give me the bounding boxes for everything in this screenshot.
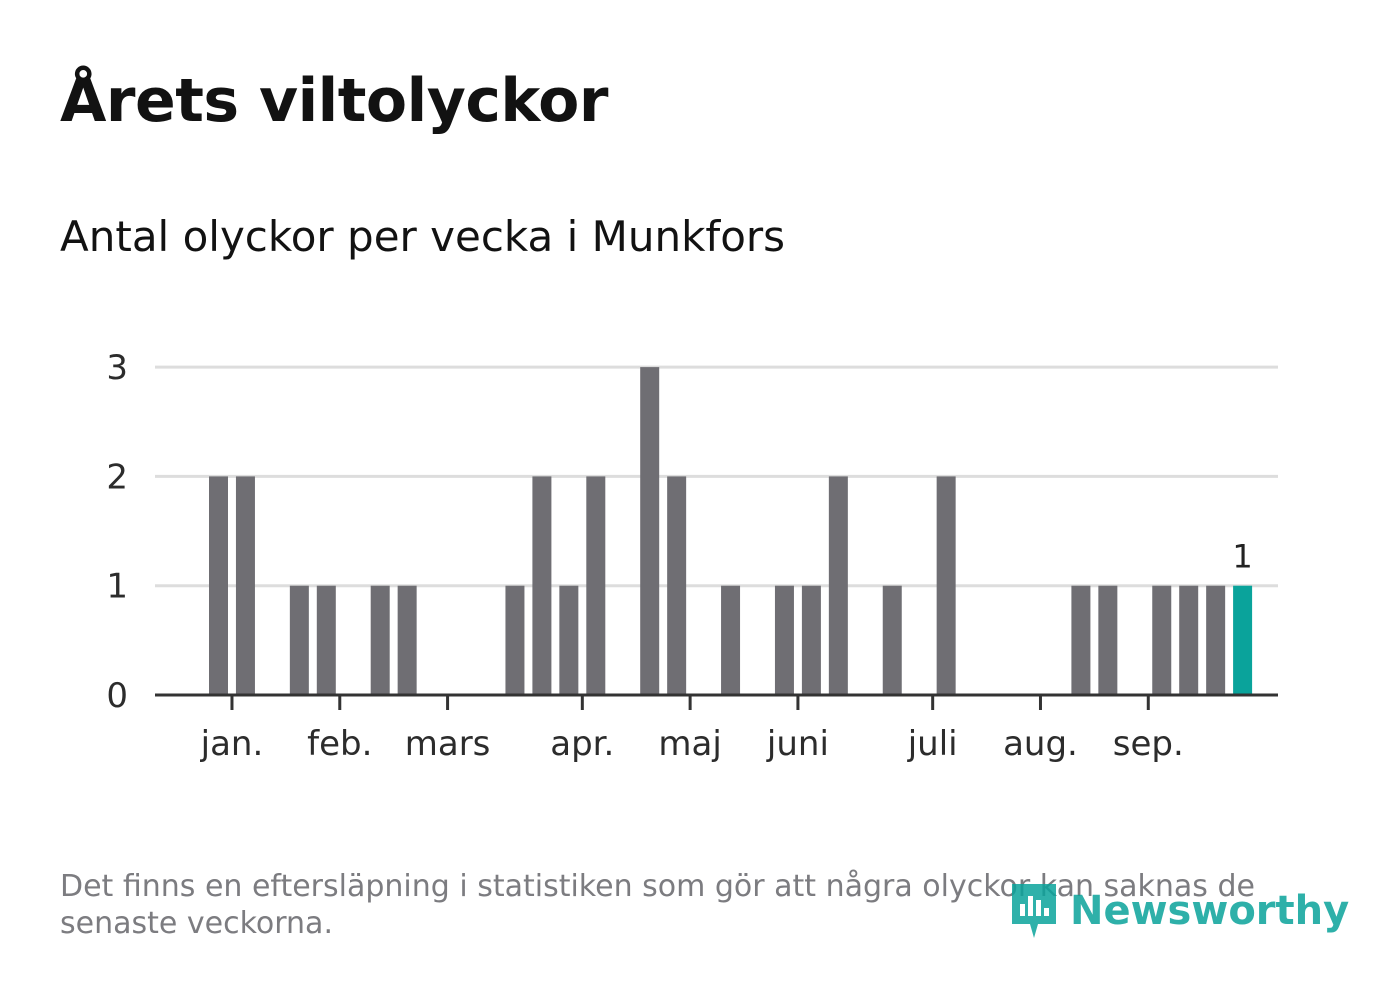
x-tick-label: jan. [200, 724, 264, 764]
bar [370, 585, 390, 695]
bar [505, 585, 525, 695]
x-tick-label: maj [658, 724, 721, 764]
bar [559, 585, 579, 695]
bar [667, 476, 687, 695]
axes [155, 693, 1278, 710]
bar [1071, 585, 1091, 695]
chart-title: Årets viltolyckor [60, 66, 609, 136]
newsworthy-logo-icon [1012, 884, 1056, 938]
bar [1179, 585, 1199, 695]
bar [209, 476, 228, 695]
bar [289, 585, 309, 695]
bar [1206, 585, 1226, 695]
highlight-value-label: 1 [1232, 538, 1252, 576]
bar [774, 585, 794, 695]
bar [397, 585, 417, 695]
x-tick-label: mars [405, 724, 491, 764]
chart-subtitle: Antal olyckor per vecka i Munkfors [60, 212, 786, 261]
bar [586, 476, 606, 695]
bar [235, 476, 255, 695]
y-tick-label: 0 [106, 676, 128, 716]
bar [640, 367, 660, 695]
gridlines [155, 365, 1278, 588]
x-tick-label: juli [907, 724, 958, 764]
bar [801, 585, 821, 695]
newsworthy-logo-text: Newsworthy [1070, 888, 1350, 934]
x-tick-label: apr. [550, 724, 614, 764]
labels: 0 1 2 3 1 jan. feb. mars apr. maj juni juli aug. sep. [106, 348, 1252, 764]
bar [1098, 585, 1118, 695]
bar [721, 585, 741, 695]
y-tick-label: 3 [106, 348, 128, 388]
x-tick-label: aug. [1003, 724, 1078, 764]
bar [936, 476, 956, 695]
bar [532, 476, 552, 695]
x-tick-label: feb. [307, 724, 372, 764]
newsworthy-logo: Newsworthy [1008, 876, 1349, 946]
bar [316, 585, 336, 695]
bars [209, 367, 1253, 695]
x-tick-label: juni [766, 724, 829, 764]
x-tick-label: sep. [1113, 724, 1184, 764]
bar [882, 585, 902, 695]
y-tick-label: 2 [106, 457, 128, 497]
bar-highlight [1233, 585, 1253, 695]
bar [828, 476, 848, 695]
bar [1152, 585, 1172, 695]
y-tick-label: 1 [106, 567, 128, 607]
